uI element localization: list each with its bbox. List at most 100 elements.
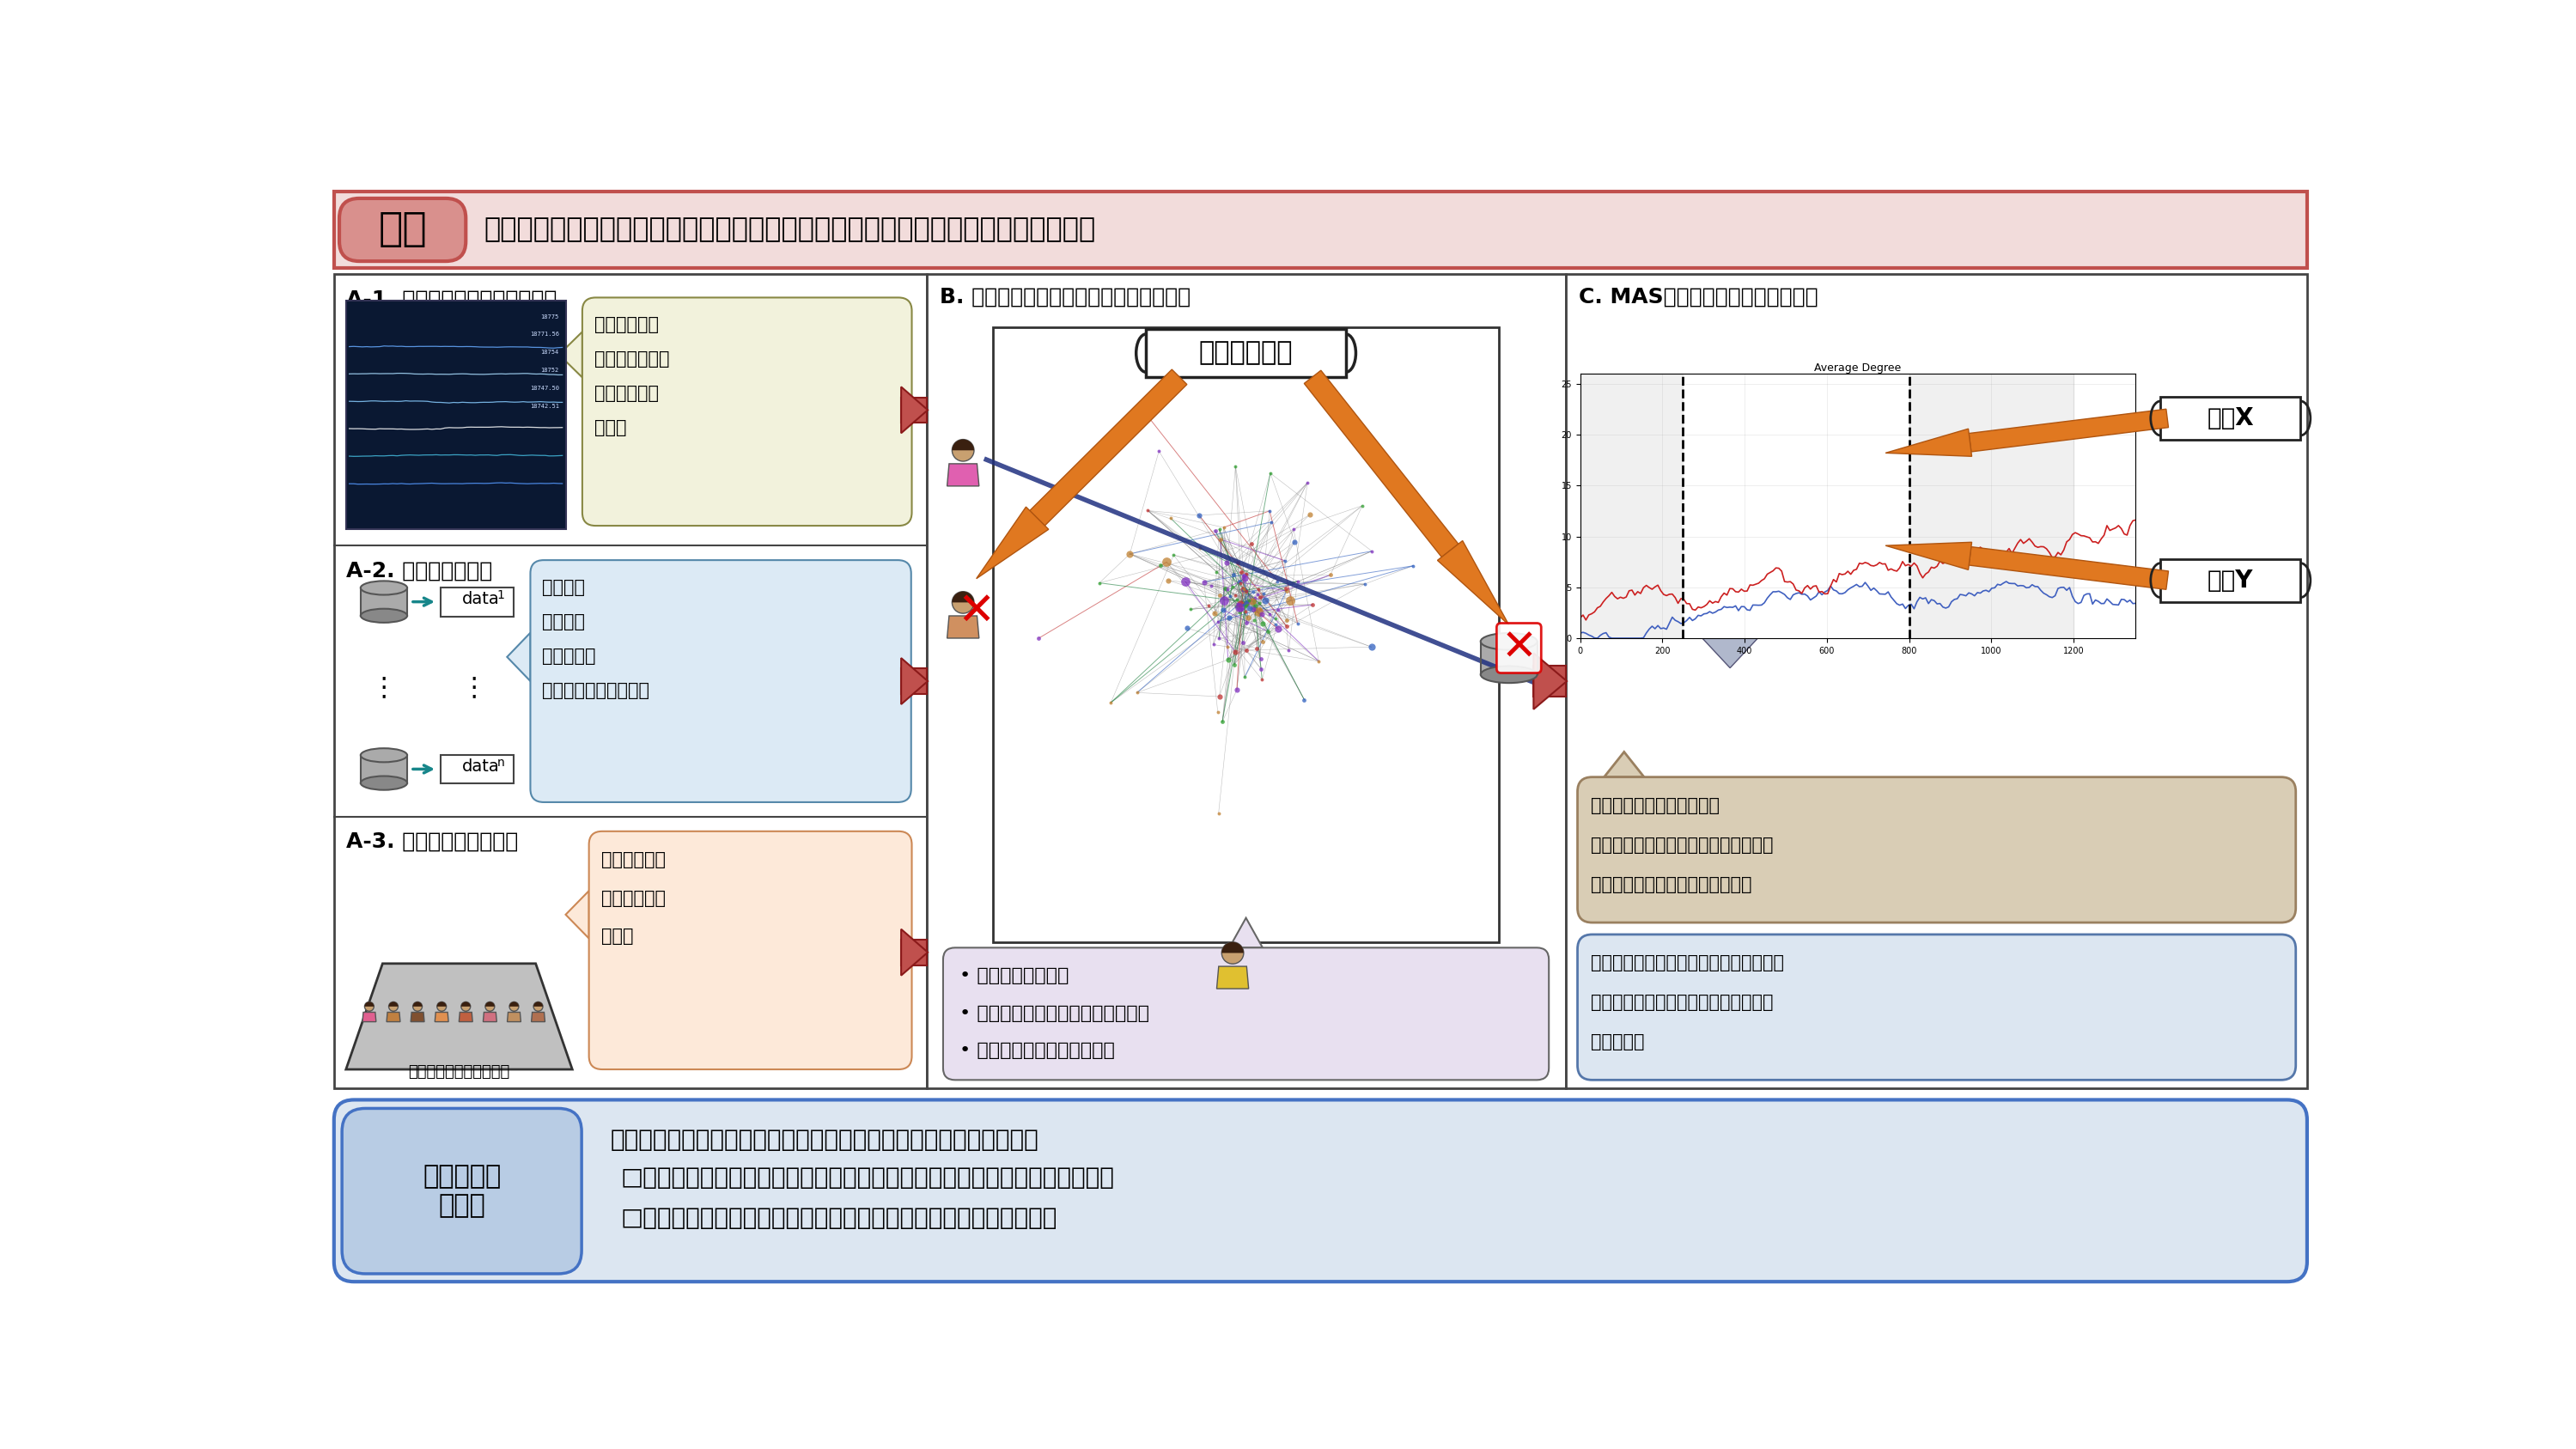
Point [1265, 577, 1306, 600]
Point [1249, 603, 1291, 626]
Polygon shape [1437, 540, 1510, 625]
Point [1018, 626, 1059, 649]
Polygon shape [902, 658, 927, 704]
Polygon shape [1968, 546, 2169, 590]
Polygon shape [1030, 369, 1188, 526]
Point [1203, 598, 1244, 622]
Text: ・既存の制度の限界を議論: ・既存の制度の限界を議論 [1592, 797, 1721, 814]
Ellipse shape [361, 777, 407, 790]
Point [1213, 653, 1255, 677]
Point [1425, 519, 1466, 542]
Polygon shape [1216, 966, 1249, 988]
Point [1275, 530, 1316, 554]
Text: 目的: 目的 [379, 210, 428, 249]
Point [1394, 554, 1435, 577]
Text: data: data [461, 758, 500, 775]
Polygon shape [1886, 542, 1971, 569]
Point [1239, 597, 1280, 620]
Point [1224, 578, 1265, 601]
Point [1224, 593, 1265, 616]
Polygon shape [1886, 429, 1971, 456]
Point [1270, 588, 1311, 611]
FancyBboxPatch shape [902, 668, 927, 694]
Point [1218, 571, 1260, 594]
FancyBboxPatch shape [927, 274, 1566, 1088]
Point [1224, 564, 1265, 587]
Wedge shape [484, 1001, 495, 1007]
Point [1198, 685, 1239, 709]
Ellipse shape [361, 609, 407, 623]
Point [1224, 567, 1265, 590]
Point [1273, 517, 1314, 540]
Point [1079, 571, 1121, 594]
Point [1224, 594, 1265, 617]
Text: 1: 1 [497, 590, 505, 601]
Wedge shape [438, 1001, 446, 1007]
Point [1231, 581, 1273, 604]
Point [1203, 577, 1244, 600]
Point [1208, 606, 1249, 629]
FancyBboxPatch shape [582, 297, 912, 526]
Text: ⋮: ⋮ [371, 675, 397, 700]
Ellipse shape [1481, 667, 1538, 682]
Point [1115, 681, 1157, 704]
Wedge shape [510, 1001, 518, 1007]
Point [1342, 494, 1383, 517]
Wedge shape [389, 1001, 399, 1007]
FancyBboxPatch shape [902, 397, 927, 423]
Point [1146, 551, 1188, 574]
Point [1350, 635, 1391, 658]
Text: ・データの種類: ・データの種類 [595, 351, 670, 368]
Circle shape [461, 1001, 471, 1011]
Point [1242, 658, 1283, 681]
FancyBboxPatch shape [440, 755, 513, 784]
Text: 制度X: 制度X [2208, 406, 2254, 430]
Point [1239, 585, 1280, 609]
Point [1265, 614, 1306, 638]
Text: □　どの分野の、どのような種類のデータの流通が寄与するのか。: □ どの分野の、どのような種類のデータの流通が寄与するのか。 [621, 1206, 1056, 1230]
Point [1293, 593, 1334, 616]
Point [1198, 801, 1239, 824]
Point [1242, 668, 1283, 691]
Point [1170, 598, 1211, 622]
Bar [361, 588, 407, 616]
Point [1283, 688, 1324, 711]
Point [1239, 600, 1280, 623]
Point [1211, 585, 1252, 609]
Polygon shape [410, 1013, 425, 1022]
Point [1218, 600, 1260, 623]
Point [1345, 572, 1386, 596]
Text: ・市場の各段階で導入すべき制度の妥: ・市場の各段階で導入すべき制度の妥 [1592, 994, 1772, 1011]
Text: 頑健（もしくは安全）なデータ流通市場の構築と自律的成長には、: 頑健（もしくは安全）なデータ流通市場の構築と自律的成長には、 [611, 1127, 1038, 1152]
Point [1139, 439, 1180, 462]
Point [1224, 594, 1265, 617]
Polygon shape [902, 387, 927, 433]
Point [1208, 578, 1249, 601]
Text: 18754: 18754 [541, 349, 559, 355]
Point [1236, 582, 1278, 606]
Point [1234, 594, 1275, 617]
Point [1216, 455, 1257, 478]
Text: ・行動モデル: ・行動モデル [600, 890, 665, 907]
FancyBboxPatch shape [440, 587, 513, 616]
Text: 18742.51: 18742.51 [531, 403, 559, 409]
Point [1352, 539, 1394, 562]
FancyBboxPatch shape [1533, 665, 1566, 697]
Text: ・制度の導入によるダイナミクスの解明: ・制度の導入によるダイナミクスの解明 [1592, 955, 1785, 971]
Point [1226, 593, 1267, 616]
FancyBboxPatch shape [335, 191, 2308, 268]
Circle shape [953, 591, 974, 613]
FancyBboxPatch shape [1577, 935, 2295, 1080]
Point [1146, 569, 1188, 593]
Polygon shape [1229, 917, 1262, 948]
Point [1229, 597, 1270, 620]
Point [1257, 617, 1298, 640]
Point [1278, 569, 1319, 593]
Point [1216, 584, 1257, 607]
Point [1195, 519, 1236, 542]
Point [1234, 585, 1275, 609]
Point [1244, 581, 1285, 604]
Point [1221, 597, 1262, 620]
Polygon shape [1703, 638, 1757, 668]
FancyBboxPatch shape [590, 832, 912, 1069]
